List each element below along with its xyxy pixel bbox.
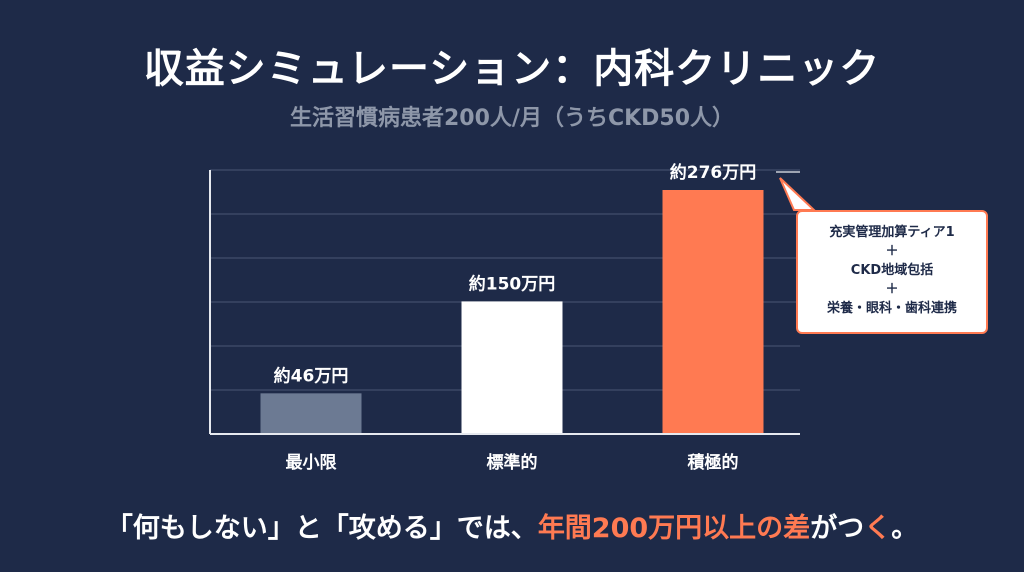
callout-line-1: 充実管理加算ティア1 [829, 225, 955, 240]
category-label-2: 標準的 [487, 452, 538, 473]
footer-text-1: 「何もしない」と「攻める」では、 [105, 513, 538, 544]
callout-line-3: 栄養・眼科・歯科連携 [826, 301, 957, 316]
footer-conclusion: 「何もしない」と「攻める」では、年間200万円以上の差がつく。 [0, 506, 1024, 545]
footer-highlight-2: く [864, 513, 892, 544]
footer-highlight-1: 年間200万円以上の差 [537, 513, 811, 544]
callout-plus-1: ＋ [885, 244, 899, 259]
data-label-3: 約276万円 [670, 162, 757, 183]
bar-2 [461, 301, 563, 434]
footer-text-3: 。 [891, 513, 919, 544]
bar-1 [260, 393, 362, 434]
category-label-3: 積極的 [688, 452, 739, 473]
data-label-2: 約150万円 [469, 273, 556, 294]
footer-text-2: がつ [810, 513, 865, 544]
category-label-1: 最小限 [286, 453, 337, 473]
callout-box: 充実管理加算ティア1 ＋ CKD地域包括 ＋ 栄養・眼科・歯科連携 [796, 210, 988, 334]
data-label-1: 約46万円 [274, 365, 349, 386]
callout-line-2: CKD地域包括 [850, 263, 934, 278]
page-title: 収益シミュレーション：内科クリニック [143, 46, 881, 92]
bar-3 [662, 190, 764, 434]
page-subtitle: 生活習慣病患者200人/月（うちCKD50人） [289, 106, 735, 131]
callout-plus-2: ＋ [885, 282, 899, 297]
